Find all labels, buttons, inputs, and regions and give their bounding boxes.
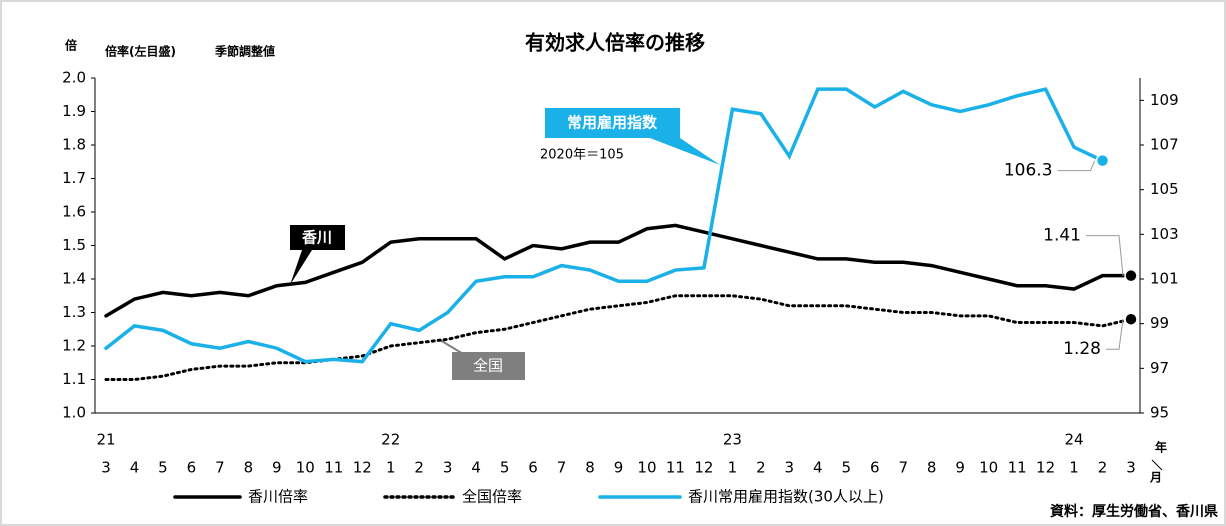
annotation: 2020年＝105	[540, 148, 624, 163]
x-tick-label: 9	[955, 459, 965, 477]
x-tick-label: 10	[979, 459, 998, 477]
x-tick-label: 7	[898, 459, 908, 477]
callout-index	[545, 108, 720, 165]
y-unit: 倍	[65, 38, 77, 53]
chart-title: 有効求人倍率の推移	[525, 31, 705, 55]
x-tick-label: 10	[637, 459, 656, 477]
x-tick-label: 3	[443, 459, 453, 477]
x-tick-label: 6	[528, 459, 538, 477]
y2-tick-label: 109	[1150, 91, 1179, 109]
x-tick-label: 12	[1036, 459, 1055, 477]
value-label: 1.41	[1043, 226, 1081, 246]
y-tick-label: 1.1	[62, 370, 86, 388]
legend-label: 全国倍率	[462, 488, 522, 506]
x-tick-label: 5	[842, 459, 852, 477]
legend-label: 香川倍率	[248, 488, 308, 506]
year-label: 23	[723, 431, 742, 449]
callout-kagawa	[290, 225, 345, 285]
y-tick-label: 1.2	[62, 337, 86, 355]
series-line	[104, 223, 1133, 318]
x-tick-label: 1	[1069, 459, 1079, 477]
y2-tick-label: 105	[1150, 180, 1179, 198]
x-unit: 月	[1149, 471, 1162, 485]
x-tick-label: 6	[187, 459, 197, 477]
y2-tick-label: 101	[1150, 270, 1179, 288]
y-tick-label: 1.6	[62, 203, 86, 221]
legend-label: 香川常用雇用指数(30人以上)	[688, 488, 884, 506]
year-label: 24	[1065, 431, 1084, 449]
annotation: 全国	[473, 357, 503, 375]
end-marker	[1124, 268, 1138, 283]
x-tick-label: 3	[101, 459, 111, 477]
y-tick-label: 1.9	[62, 102, 86, 120]
y2-tick-label: 99	[1150, 314, 1169, 332]
x-unit-slash	[1151, 459, 1163, 471]
x-tick-label: 3	[785, 459, 795, 477]
y-label: 倍率(左目盛)	[105, 44, 176, 59]
y-tick-label: 1.8	[62, 136, 86, 154]
x-tick-label: 5	[158, 459, 168, 477]
x-tick-label: 3	[1126, 459, 1136, 477]
end-marker	[1124, 312, 1138, 326]
y2-tick-label: 95	[1150, 404, 1169, 422]
x-tick-label: 2	[414, 459, 424, 477]
x-tick-label: 1	[386, 459, 396, 477]
callout-national	[452, 352, 525, 380]
leader-line	[1106, 319, 1124, 350]
x-tick-label: 2	[1098, 459, 1108, 477]
x-tick-label: 8	[927, 459, 937, 477]
x-tick-label: 4	[130, 459, 140, 477]
x-tick-label: 2	[756, 459, 766, 477]
x-tick-label: 12	[694, 459, 713, 477]
y2-tick-label: 97	[1150, 359, 1169, 377]
x-tick-label: 12	[353, 459, 372, 477]
x-tick-label: 5	[500, 459, 510, 477]
subtitle: 季節調整値	[214, 44, 275, 59]
value-label: 1.28	[1063, 339, 1101, 359]
x-tick-label: 11	[324, 459, 343, 477]
annotation: 香川	[302, 229, 332, 247]
y-tick-label: 1.7	[62, 169, 86, 187]
y2-tick-label: 103	[1150, 225, 1179, 243]
y-tick-label: 1.5	[62, 236, 86, 254]
y-tick-label: 1.3	[62, 303, 86, 321]
y-tick-label: 2.0	[62, 69, 86, 87]
x-tick-label: 4	[813, 459, 823, 477]
x-tick-label: 11	[666, 459, 685, 477]
source: 資料：厚生労働省、香川県	[1050, 503, 1218, 520]
x-tick-label: 9	[614, 459, 624, 477]
end-marker	[1095, 153, 1110, 168]
leader-line	[1057, 160, 1095, 172]
x-tick-label: 6	[870, 459, 880, 477]
y2-tick-label: 107	[1150, 136, 1179, 154]
y-tick-label: 1.0	[62, 404, 86, 422]
year-label: 21	[96, 431, 115, 449]
year-label: 22	[381, 431, 400, 449]
series-line	[104, 87, 1105, 364]
x-unit: 年	[1155, 440, 1167, 455]
leader-line	[1086, 235, 1124, 276]
x-tick-label: 8	[585, 459, 595, 477]
series-line	[104, 294, 1133, 381]
x-tick-label: 10	[296, 459, 315, 477]
y-tick-label: 1.4	[62, 270, 86, 288]
value-label: 106.3	[1004, 161, 1053, 181]
x-tick-label: 9	[272, 459, 282, 477]
annotation: 常用雇用指数	[567, 114, 658, 132]
x-tick-label: 8	[244, 459, 254, 477]
x-tick-label: 11	[1008, 459, 1027, 477]
x-tick-label: 7	[557, 459, 567, 477]
x-tick-label: 1	[728, 459, 738, 477]
x-tick-label: 4	[471, 459, 481, 477]
x-tick-label: 7	[215, 459, 225, 477]
